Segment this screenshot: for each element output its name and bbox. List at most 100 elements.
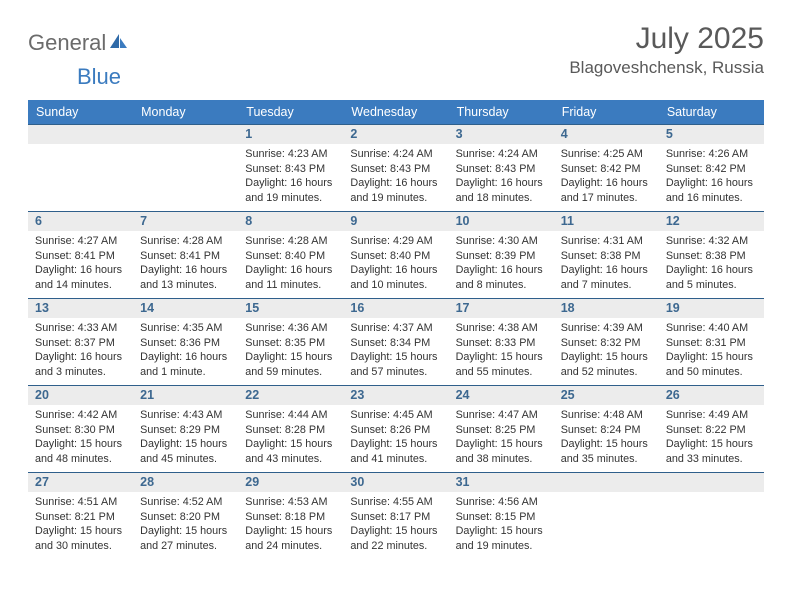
sunrise: Sunrise: 4:27 AM [35,234,126,249]
day-cell: 26Sunrise: 4:49 AMSunset: 8:22 PMDayligh… [659,385,764,472]
day-data: Sunrise: 4:31 AMSunset: 8:38 PMDaylight:… [554,231,659,294]
sunrise: Sunrise: 4:42 AM [35,408,126,423]
day-cell [659,472,764,559]
logo-text-gray: General [28,30,106,56]
day-number: 20 [28,385,133,405]
day-data: Sunrise: 4:56 AMSunset: 8:15 PMDaylight:… [449,492,554,555]
day-number: 24 [449,385,554,405]
daylight: Daylight: 15 hours and 52 minutes. [561,350,652,379]
day-number: 27 [28,472,133,492]
day-cell: 15Sunrise: 4:36 AMSunset: 8:35 PMDayligh… [238,298,343,385]
sunrise: Sunrise: 4:39 AM [561,321,652,336]
day-cell [133,124,238,211]
sunset: Sunset: 8:37 PM [35,336,126,351]
day-number [659,472,764,492]
sunset: Sunset: 8:39 PM [456,249,547,264]
sunset: Sunset: 8:36 PM [140,336,231,351]
sunrise: Sunrise: 4:52 AM [140,495,231,510]
daylight: Daylight: 15 hours and 48 minutes. [35,437,126,466]
day-cell: 23Sunrise: 4:45 AMSunset: 8:26 PMDayligh… [343,385,448,472]
sunrise: Sunrise: 4:36 AM [245,321,336,336]
sunrise: Sunrise: 4:49 AM [666,408,757,423]
day-number: 1 [238,124,343,144]
day-number: 12 [659,211,764,231]
sunrise: Sunrise: 4:26 AM [666,147,757,162]
daylight: Daylight: 16 hours and 11 minutes. [245,263,336,292]
sunrise: Sunrise: 4:38 AM [456,321,547,336]
day-number: 10 [449,211,554,231]
day-cell: 8Sunrise: 4:28 AMSunset: 8:40 PMDaylight… [238,211,343,298]
sunset: Sunset: 8:21 PM [35,510,126,525]
daylight: Daylight: 15 hours and 38 minutes. [456,437,547,466]
sunset: Sunset: 8:40 PM [245,249,336,264]
day-data: Sunrise: 4:43 AMSunset: 8:29 PMDaylight:… [133,405,238,468]
calendar-body: 1Sunrise: 4:23 AMSunset: 8:43 PMDaylight… [28,124,764,559]
sunrise: Sunrise: 4:44 AM [245,408,336,423]
day-data: Sunrise: 4:25 AMSunset: 8:42 PMDaylight:… [554,144,659,207]
day-cell: 3Sunrise: 4:24 AMSunset: 8:43 PMDaylight… [449,124,554,211]
sunrise: Sunrise: 4:33 AM [35,321,126,336]
daylight: Daylight: 15 hours and 27 minutes. [140,524,231,553]
day-number: 23 [343,385,448,405]
sunset: Sunset: 8:43 PM [245,162,336,177]
day-number: 30 [343,472,448,492]
day-data: Sunrise: 4:35 AMSunset: 8:36 PMDaylight:… [133,318,238,381]
day-data: Sunrise: 4:29 AMSunset: 8:40 PMDaylight:… [343,231,448,294]
day-data: Sunrise: 4:37 AMSunset: 8:34 PMDaylight:… [343,318,448,381]
logo-sail-icon [108,32,128,55]
daylight: Daylight: 15 hours and 22 minutes. [350,524,441,553]
sunset: Sunset: 8:15 PM [456,510,547,525]
sunset: Sunset: 8:41 PM [35,249,126,264]
daylight: Daylight: 15 hours and 24 minutes. [245,524,336,553]
day-cell: 4Sunrise: 4:25 AMSunset: 8:42 PMDaylight… [554,124,659,211]
sunrise: Sunrise: 4:32 AM [666,234,757,249]
daylight: Daylight: 15 hours and 19 minutes. [456,524,547,553]
daylight: Daylight: 16 hours and 19 minutes. [350,176,441,205]
day-number: 13 [28,298,133,318]
day-cell: 5Sunrise: 4:26 AMSunset: 8:42 PMDaylight… [659,124,764,211]
daylight: Daylight: 16 hours and 16 minutes. [666,176,757,205]
daylight: Daylight: 16 hours and 13 minutes. [140,263,231,292]
location: Blagoveshchensk, Russia [569,58,764,78]
day-data: Sunrise: 4:28 AMSunset: 8:41 PMDaylight:… [133,231,238,294]
sunset: Sunset: 8:22 PM [666,423,757,438]
sunrise: Sunrise: 4:24 AM [350,147,441,162]
day-cell: 12Sunrise: 4:32 AMSunset: 8:38 PMDayligh… [659,211,764,298]
day-cell [28,124,133,211]
sunset: Sunset: 8:43 PM [350,162,441,177]
day-data: Sunrise: 4:40 AMSunset: 8:31 PMDaylight:… [659,318,764,381]
dow-tuesday: Tuesday [238,100,343,124]
daylight: Daylight: 15 hours and 55 minutes. [456,350,547,379]
week-row: 6Sunrise: 4:27 AMSunset: 8:41 PMDaylight… [28,211,764,298]
daylight: Daylight: 16 hours and 18 minutes. [456,176,547,205]
daylight: Daylight: 15 hours and 33 minutes. [666,437,757,466]
sunset: Sunset: 8:41 PM [140,249,231,264]
sunset: Sunset: 8:40 PM [350,249,441,264]
day-data: Sunrise: 4:44 AMSunset: 8:28 PMDaylight:… [238,405,343,468]
sunset: Sunset: 8:42 PM [561,162,652,177]
sunrise: Sunrise: 4:28 AM [245,234,336,249]
sunrise: Sunrise: 4:23 AM [245,147,336,162]
day-cell: 25Sunrise: 4:48 AMSunset: 8:24 PMDayligh… [554,385,659,472]
sunset: Sunset: 8:20 PM [140,510,231,525]
daylight: Daylight: 15 hours and 35 minutes. [561,437,652,466]
logo: General [28,30,130,56]
day-number: 3 [449,124,554,144]
sunrise: Sunrise: 4:37 AM [350,321,441,336]
day-cell: 24Sunrise: 4:47 AMSunset: 8:25 PMDayligh… [449,385,554,472]
day-data: Sunrise: 4:47 AMSunset: 8:25 PMDaylight:… [449,405,554,468]
sunrise: Sunrise: 4:55 AM [350,495,441,510]
daylight: Daylight: 15 hours and 57 minutes. [350,350,441,379]
day-number: 17 [449,298,554,318]
month-title: July 2025 [569,22,764,56]
day-cell: 1Sunrise: 4:23 AMSunset: 8:43 PMDaylight… [238,124,343,211]
sunset: Sunset: 8:28 PM [245,423,336,438]
daylight: Daylight: 16 hours and 17 minutes. [561,176,652,205]
daylight: Daylight: 16 hours and 10 minutes. [350,263,441,292]
day-cell: 13Sunrise: 4:33 AMSunset: 8:37 PMDayligh… [28,298,133,385]
dow-saturday: Saturday [659,100,764,124]
day-number [28,124,133,144]
sunrise: Sunrise: 4:24 AM [456,147,547,162]
week-row: 1Sunrise: 4:23 AMSunset: 8:43 PMDaylight… [28,124,764,211]
sunset: Sunset: 8:26 PM [350,423,441,438]
